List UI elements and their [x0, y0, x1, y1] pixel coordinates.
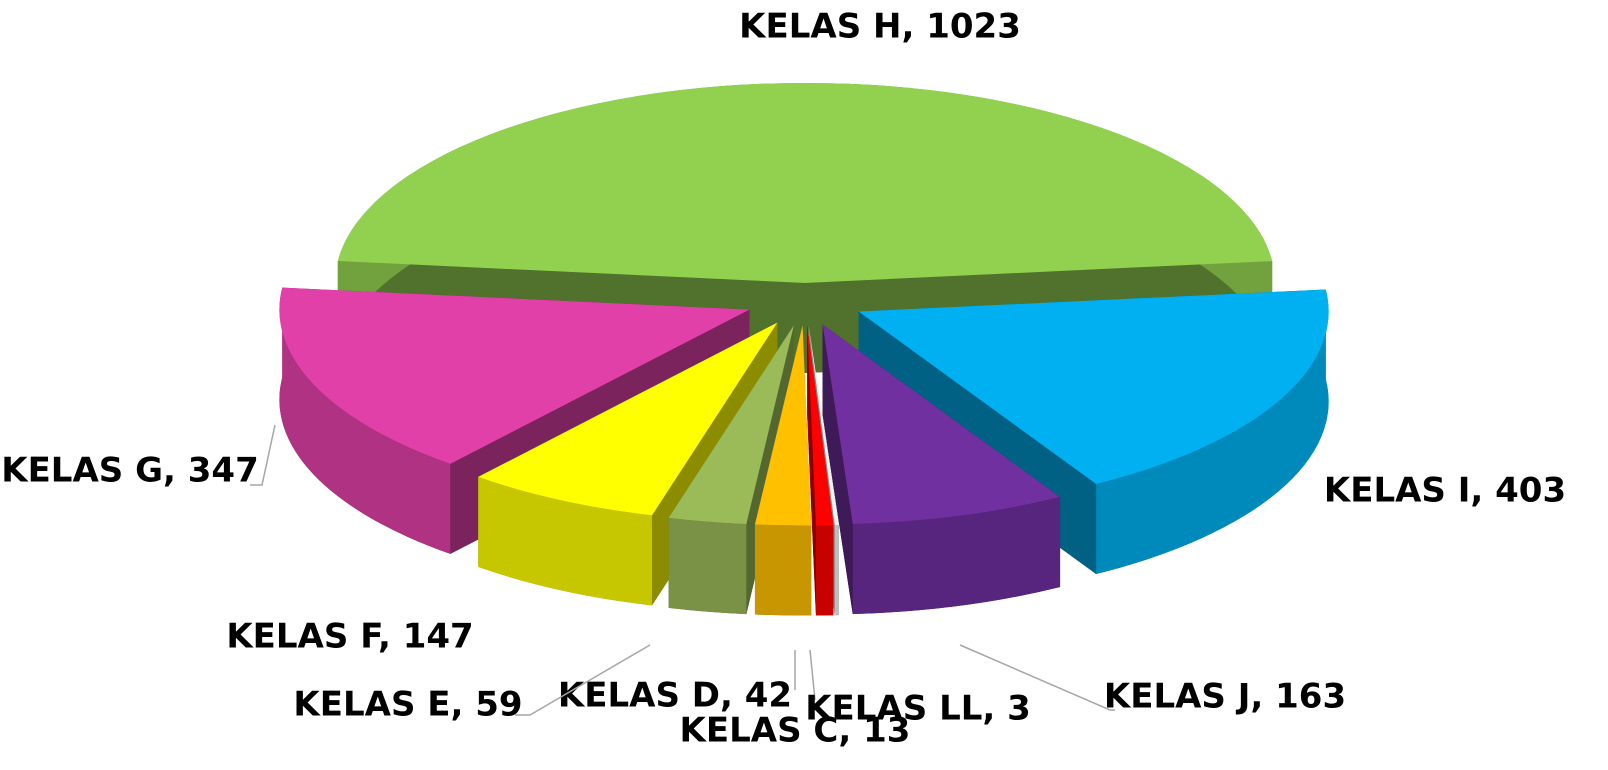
slice: [822, 324, 1061, 615]
leader-line: [959, 644, 1115, 711]
slice-rim: [852, 496, 1061, 615]
slice-wall: [822, 324, 853, 615]
slice-top: [337, 82, 1273, 283]
leader-line: [250, 424, 276, 486]
slice-top: [858, 289, 1329, 485]
pie: [279, 82, 1329, 616]
slice-top: [668, 325, 794, 525]
slice-top: [808, 325, 839, 526]
data-label: KELAS C, 13: [680, 711, 911, 751]
slice-top: [807, 325, 834, 526]
data-label: KELAS LL, 3: [805, 689, 1031, 729]
slice-wall: [807, 325, 816, 616]
leader-line: [809, 649, 816, 701]
slice: [807, 325, 834, 616]
data-label: KELAS F, 147: [226, 617, 473, 657]
data-label: KELAS G, 347: [1, 451, 259, 491]
slice-top: [822, 324, 1061, 525]
slice-top: [478, 322, 778, 516]
data-label: KELAS D, 42: [558, 676, 792, 716]
labels: KELAS H, 1023 KELAS I, 403 KELAS J, 163 KEL…: [1, 7, 1566, 751]
slice-rim: [834, 525, 839, 616]
slice: [754, 325, 812, 616]
slice-rim: [754, 524, 812, 616]
slice-top: [279, 287, 750, 464]
data-label: KELAS I, 403: [1324, 471, 1566, 511]
slice-rim: [668, 517, 747, 615]
data-label: KELAS H, 1023: [739, 7, 1021, 47]
data-label: KELAS E, 59: [293, 685, 522, 725]
slice: [478, 322, 778, 606]
slice-rim: [478, 476, 652, 606]
leader-line: [515, 644, 651, 716]
slice-top: [754, 325, 812, 526]
data-label: KELAS J, 163: [1104, 677, 1346, 717]
slice-rim: [279, 287, 451, 554]
slice-rim: [815, 525, 834, 616]
slice-rim: [1096, 289, 1329, 575]
